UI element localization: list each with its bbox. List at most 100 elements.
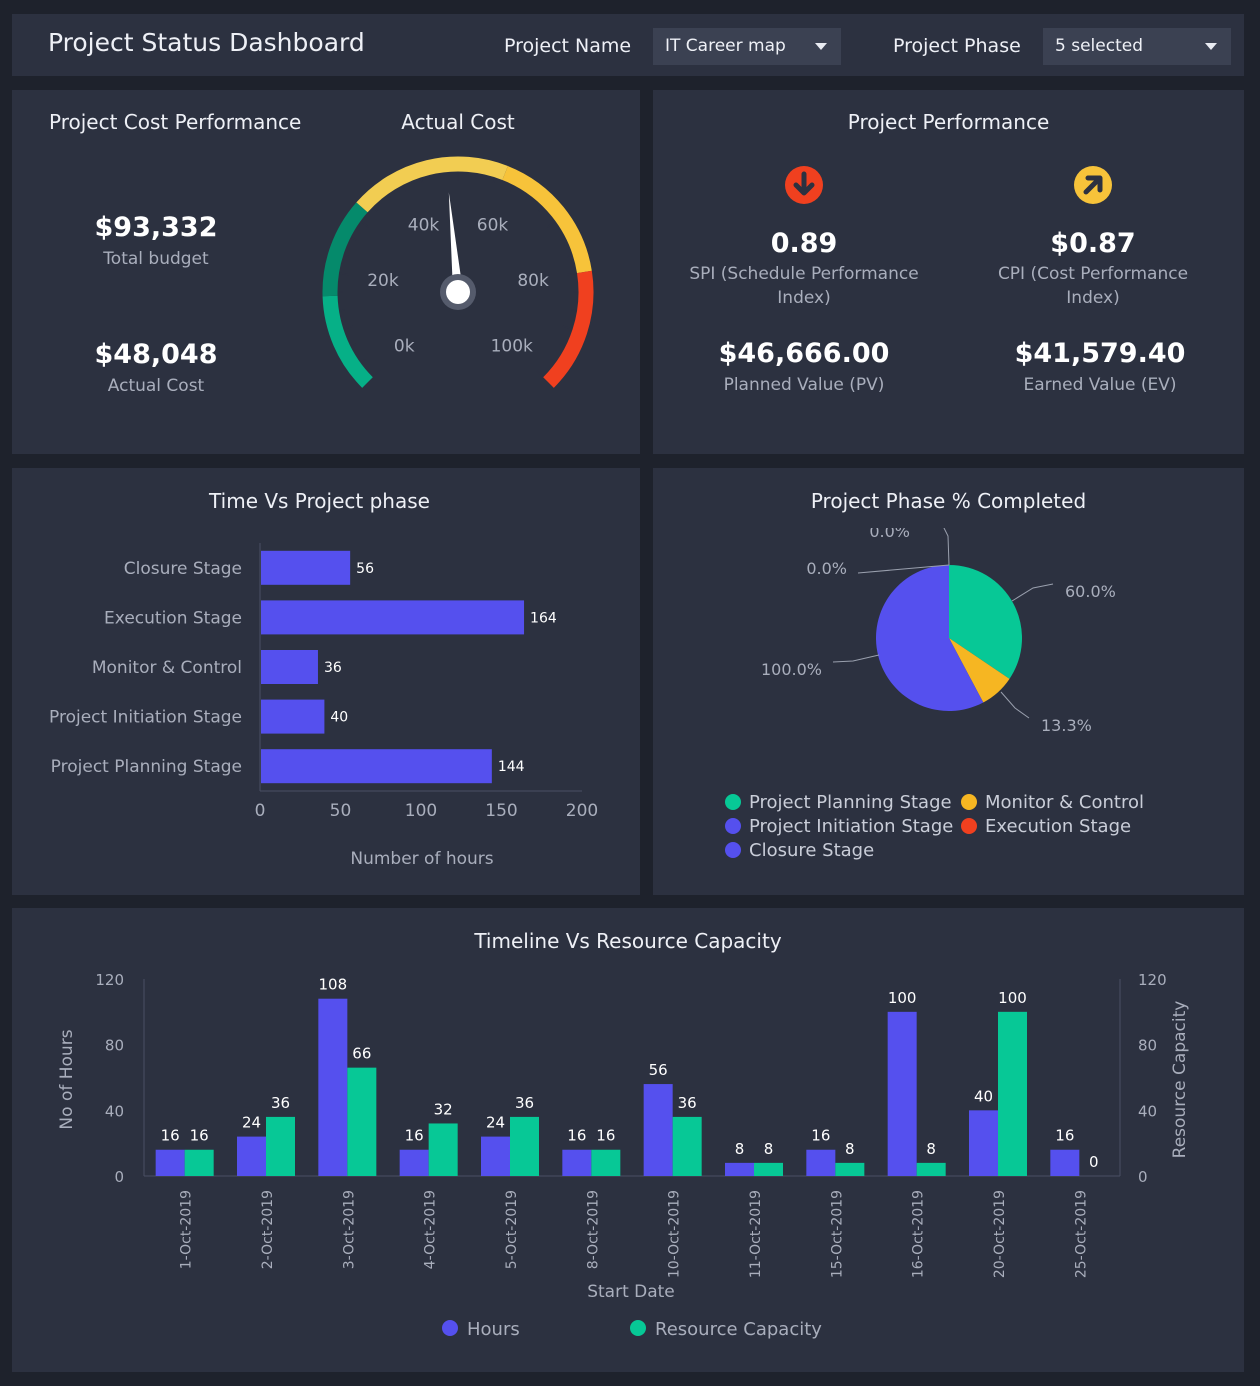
gauge-tick-label: 0k xyxy=(394,337,415,357)
pie-value-label: 0.0% xyxy=(806,559,847,578)
planned-value-label: Planned Value (PV) xyxy=(723,375,885,395)
gauge-tick xyxy=(538,206,544,212)
bar-value-label: 16 xyxy=(405,1127,424,1145)
bar xyxy=(261,699,325,734)
bar-hours xyxy=(318,998,348,1176)
legend-item[interactable]: Project Planning Stage xyxy=(725,792,952,813)
legend-dot xyxy=(961,818,977,834)
phase-completed-pie: 0.0% 0.0% 60.0% 13.3% 100.0% xyxy=(761,528,1116,735)
bar-value-label: 16 xyxy=(1055,1127,1074,1145)
y2-axis-label: Resource Capacity xyxy=(1170,1001,1190,1159)
x-tick-label: 5-Oct-2019 xyxy=(504,1190,520,1269)
project-phase-dropdown[interactable]: 5 selected xyxy=(1043,28,1231,65)
bar-value-label: 36 xyxy=(678,1094,697,1112)
bar-value-label: 16 xyxy=(596,1127,615,1145)
gauge-tick xyxy=(567,272,577,276)
category-label: Project Initiation Stage xyxy=(49,708,242,728)
page-title: Project Status Dashboard xyxy=(48,28,365,57)
bar-value-label: 16 xyxy=(161,1127,180,1145)
spi-value: 0.89 xyxy=(770,228,838,259)
phase-completed-panel: Project Phase % Completed 0.0% 0.0% 60.0% 1… xyxy=(653,468,1244,895)
x-tick-label: 15-Oct-2019 xyxy=(829,1190,845,1278)
bar-value-label: 108 xyxy=(319,976,348,994)
y2-tick-label: 0 xyxy=(1138,1168,1148,1186)
legend-dot xyxy=(630,1320,646,1336)
project-name-label: Project Name xyxy=(504,35,632,57)
spi-label: SPI (Schedule Performance Index) xyxy=(689,264,919,308)
y-tick-label: 0 xyxy=(114,1168,124,1186)
gauge-tick xyxy=(507,185,513,194)
legend-item[interactable]: Execution Stage xyxy=(961,816,1131,837)
gauge-tick xyxy=(475,173,478,180)
pie-value-label: 0.0% xyxy=(869,528,910,541)
bar-capacity xyxy=(184,1149,214,1176)
bar-value-label: 144 xyxy=(498,759,525,775)
legend-item[interactable]: Closure Stage xyxy=(725,840,874,861)
arrow-down-circle-icon xyxy=(785,166,823,204)
pie-leader-line xyxy=(943,528,950,566)
gauge-tick xyxy=(372,369,381,378)
gauge-tick-label: 80k xyxy=(517,271,549,291)
legend-item[interactable]: Monitor & Control xyxy=(961,792,1144,813)
bar-capacity xyxy=(998,1011,1027,1176)
bar-value-label: 36 xyxy=(515,1094,534,1112)
total-budget-label: Total budget xyxy=(103,249,209,269)
x-tick-label: 150 xyxy=(485,801,517,821)
x-tick-label: 50 xyxy=(330,801,352,821)
x-tick-label: 25-Oct-2019 xyxy=(1073,1190,1089,1278)
y2-tick-label: 40 xyxy=(1138,1102,1157,1120)
arrow-up-right-circle-icon xyxy=(1074,166,1112,204)
bar-hours xyxy=(155,1149,185,1176)
bar-hours xyxy=(887,1011,917,1176)
bar-capacity xyxy=(754,1162,783,1176)
bar-capacity xyxy=(591,1149,621,1176)
gauge-tick xyxy=(420,178,424,184)
cpi-label: CPI (Cost Performance Index) xyxy=(997,264,1189,308)
gauge-tick xyxy=(339,309,346,312)
gauge-tick xyxy=(344,254,350,258)
gauge-tick-label: 40k xyxy=(408,215,440,235)
gauge-tick xyxy=(438,173,441,180)
gauge-tick xyxy=(535,369,544,378)
x-tick-label: 200 xyxy=(566,801,598,821)
project-name-dropdown[interactable]: IT Career map xyxy=(653,28,841,65)
legend-item[interactable]: Project Initiation Stage xyxy=(725,816,953,837)
legend-label: Project Planning Stage xyxy=(749,792,952,813)
gauge-tick xyxy=(403,185,409,194)
bar-value-label: 56 xyxy=(356,561,374,577)
pie-leader-line xyxy=(832,654,880,663)
gauge-tick xyxy=(351,237,357,241)
legend-label: Execution Stage xyxy=(985,816,1132,837)
bar-capacity xyxy=(510,1116,539,1176)
gauge-tick xyxy=(562,325,572,330)
gauge-tick xyxy=(492,178,496,184)
bar-capacity xyxy=(672,1116,702,1176)
gauge-arc-yellow xyxy=(356,156,508,213)
legend-dot xyxy=(725,794,741,810)
bar-value-label: 66 xyxy=(352,1045,371,1063)
cost-performance-panel: Project Cost Performance $93,332 Total b… xyxy=(12,90,640,454)
legend-label: Closure Stage xyxy=(749,840,875,861)
gauge-tick xyxy=(372,206,378,212)
gauge-tick-label: 100k xyxy=(491,337,533,357)
bar-value-label: 164 xyxy=(530,610,557,626)
legend-dot xyxy=(961,794,977,810)
gauge-tick xyxy=(524,194,529,200)
pie-slice-initiation xyxy=(876,565,984,711)
y2-tick-label: 80 xyxy=(1138,1037,1157,1055)
bar-value-label: 100 xyxy=(888,989,917,1007)
gauge-tick xyxy=(566,254,572,258)
gauge-tick xyxy=(559,343,565,347)
y-axis-label: No of Hours xyxy=(57,1029,77,1129)
y-tick-label: 120 xyxy=(95,971,124,989)
time-vs-phase-title: Time Vs Project phase xyxy=(209,489,430,513)
gauge-tick-label: 60k xyxy=(477,215,509,235)
bar-hours xyxy=(237,1136,266,1176)
bar-value-label: 8 xyxy=(735,1140,745,1158)
actual-cost-gauge: 0k 20k 40k 60k 80k 100k xyxy=(322,156,594,388)
time-vs-phase-panel: Time Vs Project phase Closure Stage 56 Exe… xyxy=(12,468,640,895)
actual-cost-label: Actual Cost xyxy=(107,376,205,396)
gauge-tick xyxy=(546,221,556,228)
gauge-needle xyxy=(448,192,463,293)
